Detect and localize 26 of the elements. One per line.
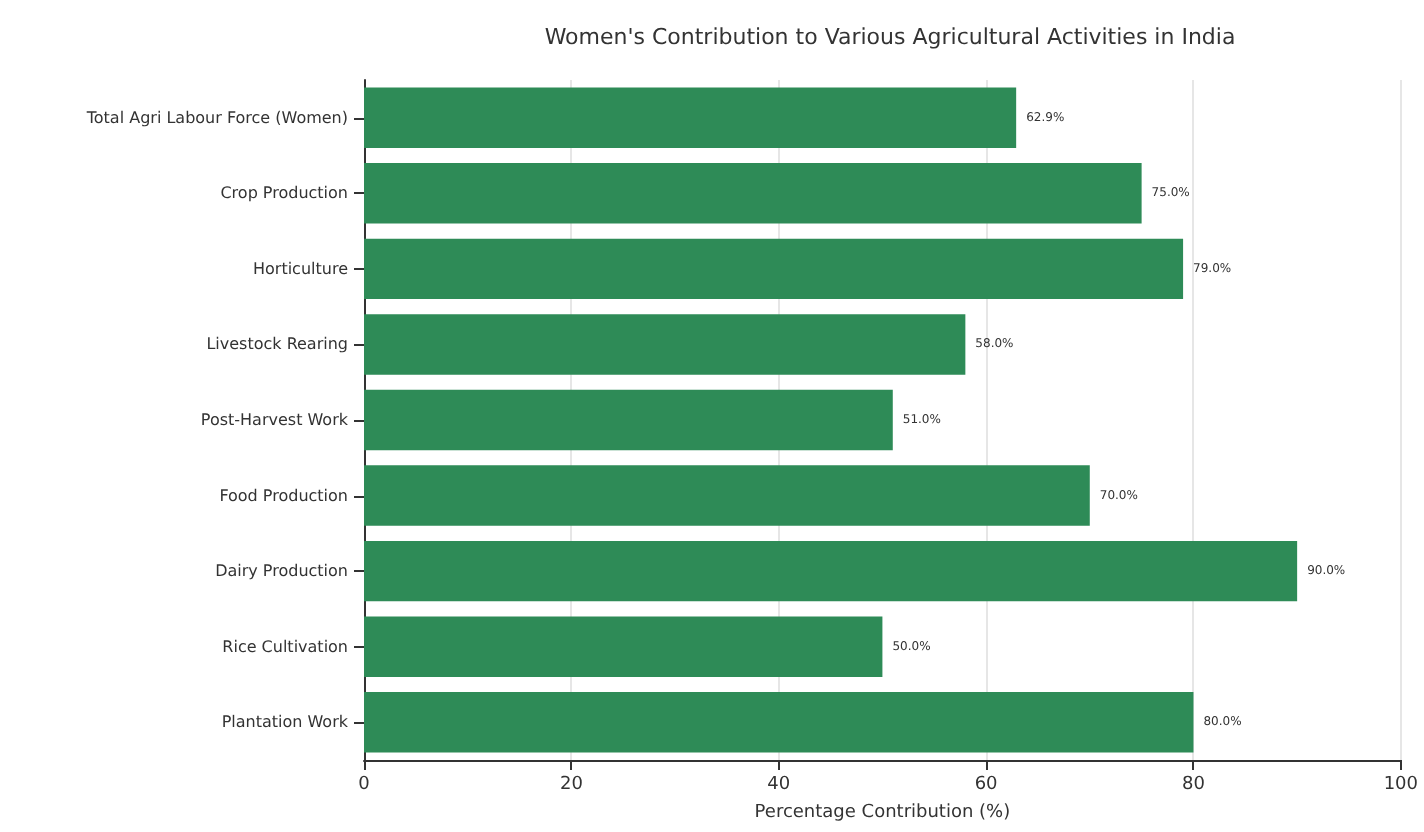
x-tick-label: 100 <box>1383 775 1419 795</box>
x-axis-title: Percentage Contribution (%) <box>754 802 1011 823</box>
bar <box>364 465 1090 526</box>
bar <box>364 389 893 451</box>
x-tick-label: 80 <box>1182 775 1206 795</box>
bar <box>364 163 1142 224</box>
y-tick-label: Total Agri Labour Force (Women) <box>84 108 348 127</box>
bar <box>364 87 1017 148</box>
x-tick-label: 0 <box>358 775 371 795</box>
bar <box>364 692 1194 753</box>
y-tick-label: Rice Cultivation <box>222 637 348 656</box>
bar <box>364 540 1298 602</box>
bar <box>364 238 1184 300</box>
y-tick-label: Horticulture <box>253 259 349 278</box>
bar <box>364 616 883 677</box>
y-tick-label: Dairy Production <box>215 562 348 581</box>
y-tick-label: Plantation Work <box>221 713 349 732</box>
y-tick-label: Livestock Rearing <box>206 335 348 354</box>
x-tick-label: 20 <box>559 775 584 795</box>
y-tick-label: Crop Production <box>220 184 348 203</box>
x-tick-label: 40 <box>767 775 791 795</box>
chart-title: Women's Contribution to Various Agricultural Activities in India <box>544 24 1236 50</box>
x-tick-label: 60 <box>974 775 999 795</box>
y-tick-label: Food Production <box>219 486 348 505</box>
y-tick-label: Post-Harvest Work <box>200 411 349 429</box>
bar <box>364 314 966 375</box>
